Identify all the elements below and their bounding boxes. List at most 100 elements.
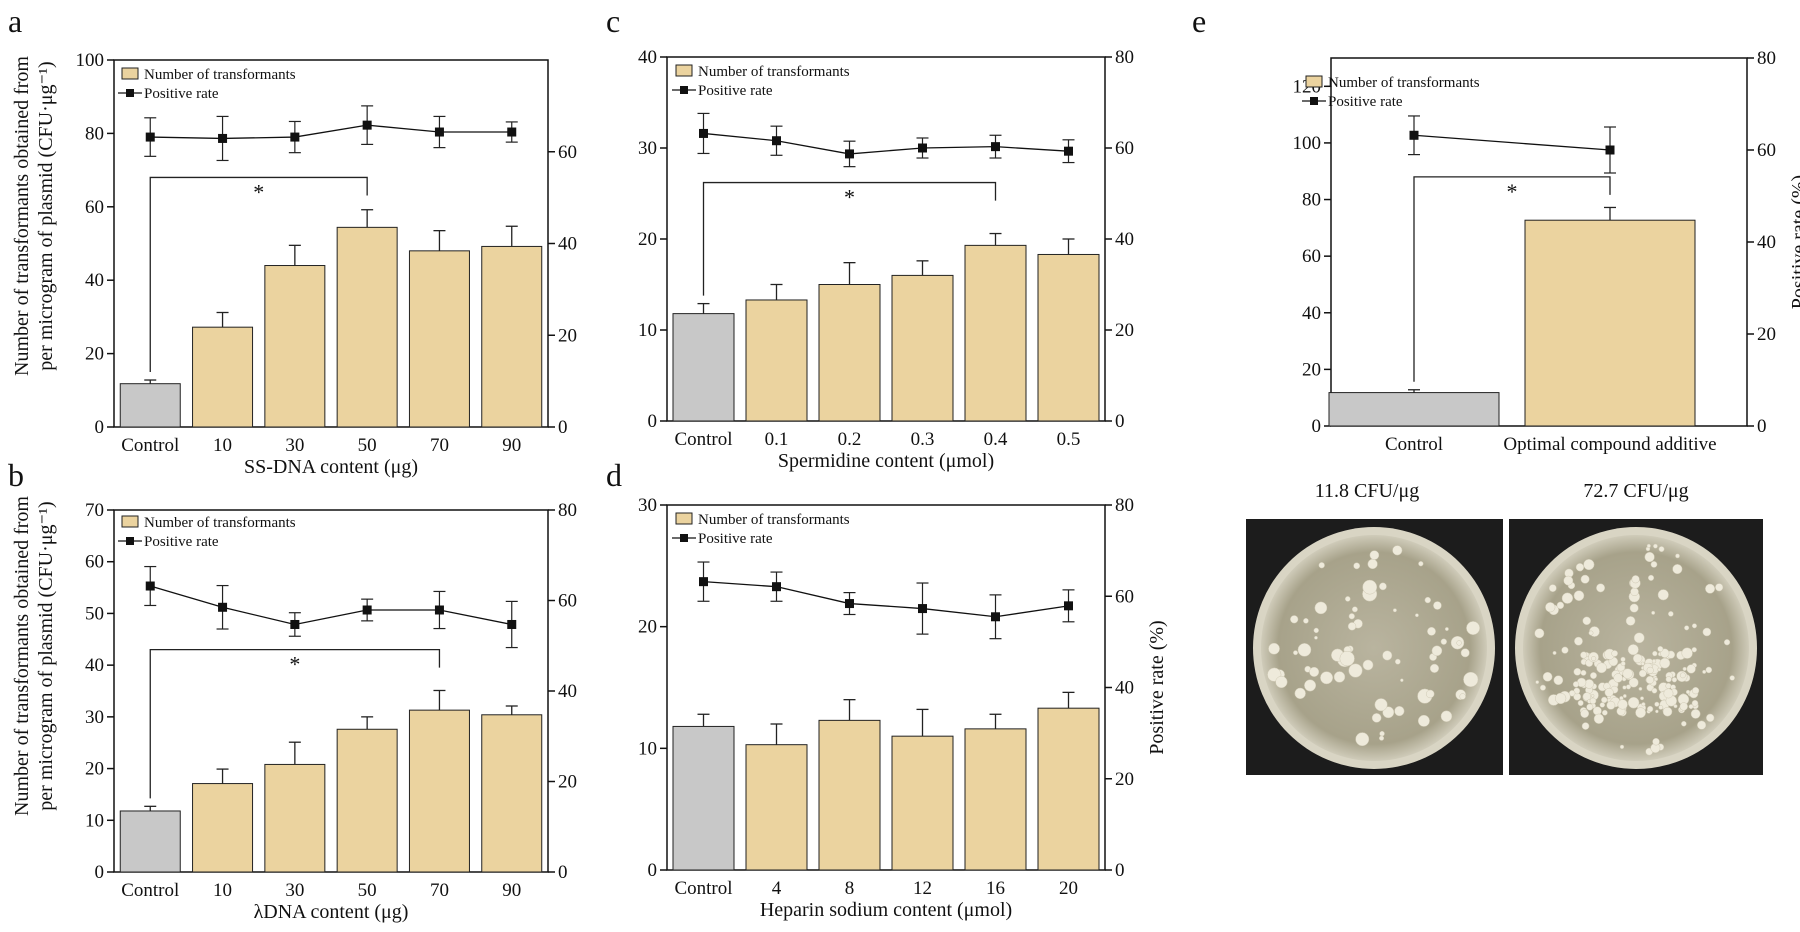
left-tick-label: 50 xyxy=(85,603,104,624)
colony xyxy=(1309,666,1320,677)
plate-photo-control: 11.8 CFU/μg xyxy=(1246,480,1503,775)
colony xyxy=(1313,627,1319,634)
colony xyxy=(1348,663,1363,678)
colony xyxy=(1553,675,1564,686)
colony xyxy=(1628,677,1639,688)
x-tick-label: 12 xyxy=(913,878,932,899)
colony xyxy=(1417,714,1430,727)
colony xyxy=(1632,653,1643,664)
colony xyxy=(1645,675,1654,684)
rate-point xyxy=(699,128,708,138)
colony xyxy=(1668,611,1674,617)
significance-star: * xyxy=(289,652,300,677)
legend-line-marker xyxy=(680,534,688,542)
colony xyxy=(1584,679,1595,689)
colony xyxy=(1651,610,1656,615)
left-tick-label: 0 xyxy=(95,862,105,883)
legend-line-marker xyxy=(126,89,134,97)
colony xyxy=(1290,615,1299,624)
x-tick-label: Control xyxy=(1385,434,1443,455)
colony xyxy=(1424,596,1431,604)
x-tick-label: 16 xyxy=(986,878,1005,899)
legend-bar-swatch xyxy=(1305,75,1323,88)
colony xyxy=(1702,627,1712,637)
colony xyxy=(1371,713,1382,723)
colony xyxy=(1586,703,1594,711)
rate-point xyxy=(772,136,781,146)
colony xyxy=(1622,685,1627,690)
colonies-additive xyxy=(1534,543,1735,756)
bar xyxy=(481,714,543,873)
colony xyxy=(1339,650,1355,667)
significance-bracket xyxy=(1413,176,1611,382)
right-tick-label: 60 xyxy=(558,142,577,163)
colony xyxy=(1297,643,1312,657)
colony xyxy=(1625,616,1636,626)
colony xyxy=(1691,699,1699,707)
bar xyxy=(1524,219,1696,427)
colony xyxy=(1619,744,1625,750)
colony xyxy=(1681,721,1687,727)
significance-bracket xyxy=(149,176,368,373)
colony xyxy=(1665,682,1672,689)
plate-caption-additive: 72.7 CFU/μg xyxy=(1583,480,1688,502)
rate-point xyxy=(991,142,1000,152)
colony xyxy=(1400,678,1404,682)
legend-line-label: Positive rate xyxy=(144,534,219,550)
bar xyxy=(119,383,181,428)
colony xyxy=(1691,647,1697,653)
colony xyxy=(1606,700,1616,710)
left-tick-label: 20 xyxy=(638,617,657,638)
right-tick-label: 60 xyxy=(1115,586,1134,607)
left-tick-label: 10 xyxy=(85,810,104,831)
legend-bar-label: Number of transformants xyxy=(1328,75,1480,91)
legend-bar-swatch xyxy=(121,515,139,528)
left-tick-label: 60 xyxy=(1302,246,1321,267)
colony xyxy=(1682,666,1687,671)
colony xyxy=(1293,650,1298,656)
panel-label-c: c xyxy=(606,3,620,39)
colony xyxy=(1620,656,1626,662)
bar xyxy=(408,709,470,873)
colony xyxy=(1589,697,1597,705)
colony xyxy=(1627,696,1640,709)
colony xyxy=(1657,667,1662,672)
colony xyxy=(1394,658,1401,665)
x-tick-label: Control xyxy=(674,429,732,450)
colony xyxy=(1583,559,1595,571)
bar xyxy=(192,783,254,873)
rate-point xyxy=(845,599,854,609)
rate-point xyxy=(1064,146,1073,156)
right-tick-label: 20 xyxy=(558,325,577,346)
significance-star: * xyxy=(844,185,855,210)
colony xyxy=(1440,638,1447,645)
colony xyxy=(1459,693,1466,700)
colony xyxy=(1382,706,1395,719)
x-tick-label: 90 xyxy=(502,435,521,456)
colony xyxy=(1697,720,1707,730)
legend-line-marker xyxy=(1310,97,1318,105)
right-tick-label: 40 xyxy=(1757,232,1776,253)
colony xyxy=(1658,546,1665,552)
colony xyxy=(1379,582,1387,591)
colony xyxy=(1723,639,1731,646)
rate-point xyxy=(362,605,372,615)
left-tick-label: 30 xyxy=(638,138,657,159)
colony xyxy=(1382,650,1393,661)
left-tick-label: 0 xyxy=(1312,416,1322,437)
colony xyxy=(1691,623,1697,629)
petri-dish-agar xyxy=(1261,535,1487,761)
x-tick-label: 70 xyxy=(430,435,449,456)
legend-bar-label: Number of transformants xyxy=(698,512,850,528)
bar xyxy=(964,244,1027,422)
colony xyxy=(1580,669,1587,676)
x-tick-label: 50 xyxy=(358,880,377,901)
colony xyxy=(1333,671,1346,683)
colony xyxy=(1580,709,1590,718)
rate-point xyxy=(918,604,927,614)
colony xyxy=(1362,579,1378,595)
colonies-control xyxy=(1267,545,1481,747)
legend-line-marker xyxy=(680,86,688,94)
colony xyxy=(1692,687,1700,695)
colony xyxy=(1431,645,1443,657)
